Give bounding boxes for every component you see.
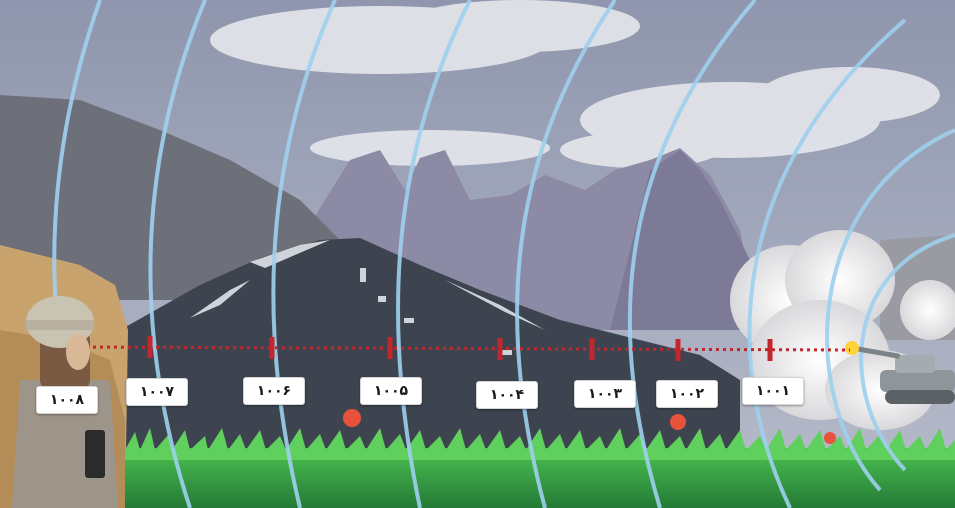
distance-label-1003: ۱۰۰۳ bbox=[574, 380, 636, 408]
mountain-snow bbox=[190, 240, 545, 355]
tank-icon bbox=[854, 346, 955, 404]
grass-blades bbox=[125, 428, 955, 460]
distance-label-1004: ۱۰۰۴ bbox=[476, 381, 538, 409]
flower-icon bbox=[343, 409, 836, 444]
distance-label-1008: ۱۰۰۸ bbox=[36, 386, 98, 414]
distance-label-1006: ۱۰۰۶ bbox=[243, 377, 305, 405]
distance-label-1007: ۱۰۰۷ bbox=[126, 378, 188, 406]
distance-label-1002: ۱۰۰۲ bbox=[656, 380, 718, 408]
distance-label-1005: ۱۰۰۵ bbox=[360, 377, 422, 405]
muzzle-flash-icon bbox=[845, 341, 859, 355]
clouds bbox=[210, 0, 940, 168]
left-hills bbox=[0, 95, 340, 300]
distance-ticks bbox=[147, 336, 773, 361]
distance-label-1001: ۱۰۰۱ bbox=[742, 377, 804, 405]
sound-waves bbox=[52, 0, 955, 508]
